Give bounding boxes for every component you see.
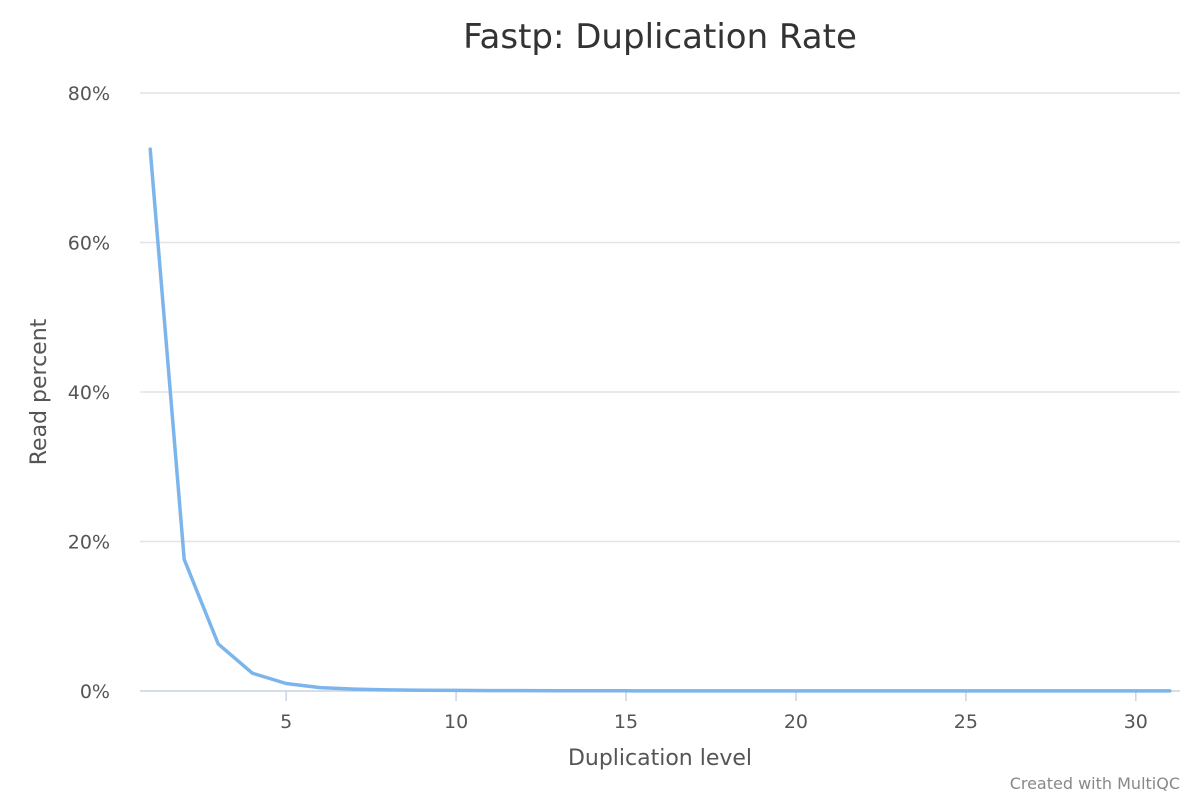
y-tick-label: 60%	[68, 233, 110, 255]
x-tick-label: 25	[954, 711, 978, 733]
plot-series	[148, 147, 1172, 693]
axes: 0% 20% 40% 60% 80% 5 10 15 20 25 30	[68, 83, 1180, 733]
credits-link[interactable]: Created with MultiQC	[1010, 774, 1180, 793]
x-tick-label: 20	[784, 711, 808, 733]
y-tick-label: 0%	[80, 681, 110, 703]
y-tick-label: 20%	[68, 532, 110, 554]
x-tick-label: 10	[444, 711, 468, 733]
y-tick-label: 80%	[68, 83, 110, 105]
x-tick-label: 15	[614, 711, 638, 733]
chart-title: Fastp: Duplication Rate	[463, 17, 857, 57]
y-axis-title: Read percent	[27, 318, 52, 465]
x-tick-label: 30	[1124, 711, 1148, 733]
y-tick-label: 40%	[68, 382, 110, 404]
series-line-0[interactable]	[148, 147, 1172, 693]
x-tick-label: 5	[280, 711, 292, 733]
grid-lines	[140, 92, 1180, 543]
x-axis-title: Duplication level	[568, 746, 752, 771]
